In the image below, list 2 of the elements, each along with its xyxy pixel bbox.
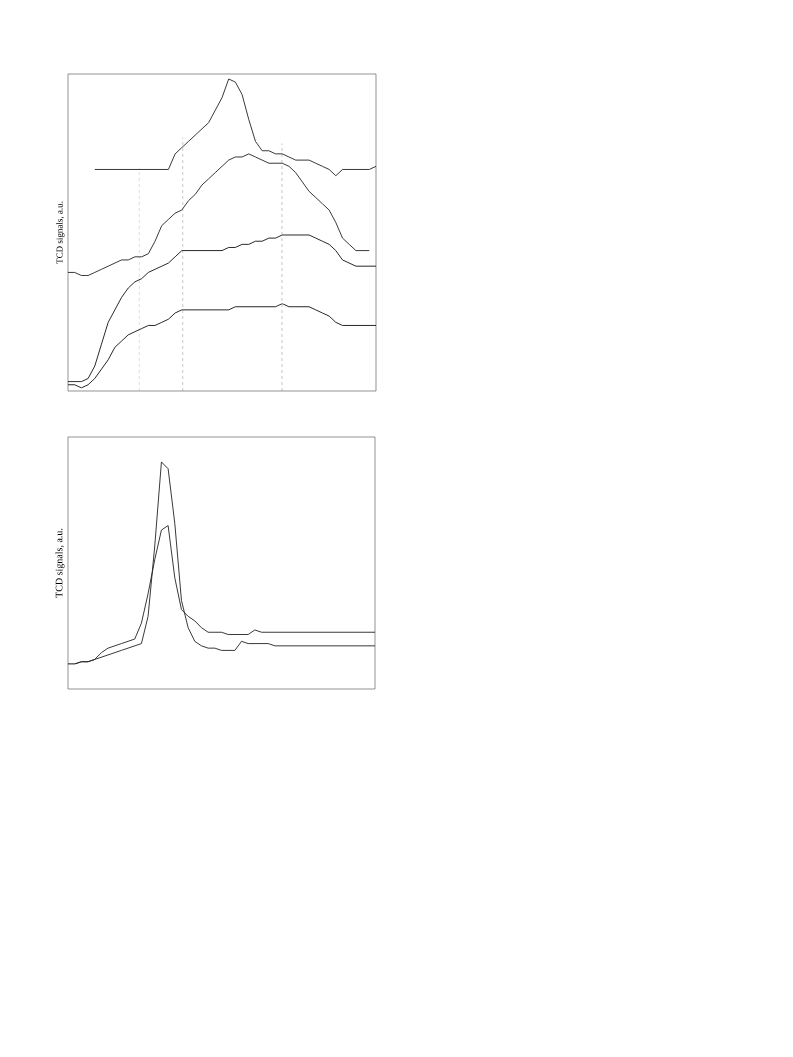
y-axis-title: TCD signals, a.u.: [55, 528, 65, 598]
y-axis-title: TCD signals, a.u.: [56, 201, 65, 264]
